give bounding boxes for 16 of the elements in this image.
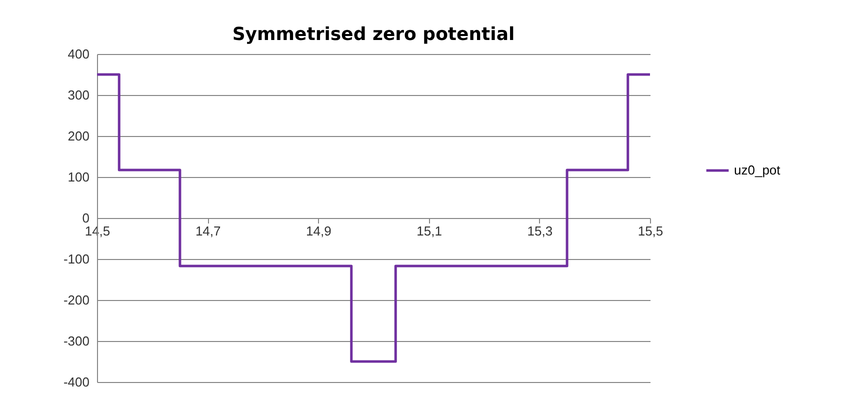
y-tick-label: 400 xyxy=(68,46,90,62)
y-tick-label: 100 xyxy=(68,170,90,184)
y-tick-label: -200 xyxy=(63,292,90,308)
y-tick-label: -400 xyxy=(63,374,90,390)
x-tick-label: 15,5 xyxy=(638,224,664,238)
y-tick-label: 300 xyxy=(68,88,90,102)
y-tick-label: -100 xyxy=(63,252,90,266)
x-tick-label: 15,1 xyxy=(416,224,442,238)
chart-title: Symmetrised zero potential xyxy=(232,24,515,45)
x-tick-label: 14,9 xyxy=(306,224,332,238)
x-tick-label: 14,7 xyxy=(195,224,221,238)
y-tick-label: 0 xyxy=(82,210,90,226)
x-tick-label: 15,3 xyxy=(527,224,553,238)
y-tick-label: 200 xyxy=(68,128,90,144)
y-tick-label: -300 xyxy=(63,334,90,348)
legend-label: uz0_pot xyxy=(734,162,781,178)
